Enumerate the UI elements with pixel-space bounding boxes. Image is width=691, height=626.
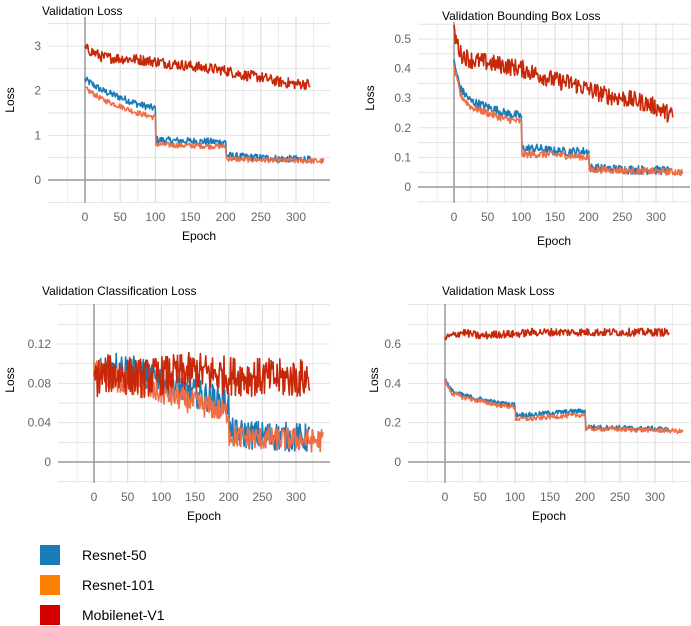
series-line-resnet-101 [444, 379, 684, 435]
x-tick-label: 250 [252, 490, 272, 504]
x-tick-label: 200 [575, 490, 595, 504]
y-tick-label: 0.12 [28, 337, 52, 351]
y-tick-label: 0.2 [394, 121, 411, 135]
x-axis-label: Epoch [537, 234, 571, 248]
x-tick-label: 300 [645, 490, 665, 504]
legend-swatch [40, 575, 60, 595]
x-tick-label: 50 [121, 490, 135, 504]
x-tick-label: 50 [481, 210, 495, 224]
x-tick-label: 250 [612, 210, 632, 224]
x-tick-label: 150 [185, 490, 205, 504]
series-line-resnet-101 [453, 65, 684, 177]
y-tick-label: 0 [394, 455, 401, 469]
x-tick-label: 100 [511, 210, 531, 224]
x-tick-label: 300 [286, 490, 306, 504]
series-line-mobilenet-v1 [93, 351, 311, 399]
x-tick-label: 50 [473, 490, 487, 504]
legend-label: Mobilenet-V1 [82, 607, 165, 623]
y-tick-label: 0.6 [384, 337, 401, 351]
chart-title: Validation Loss [42, 4, 123, 18]
y-axis-label: Loss [3, 87, 17, 112]
chart-3: Validation Classification Loss 0 50 100 150 2… [3, 284, 330, 523]
y-tick-label: 2 [34, 84, 41, 98]
y-tick-label: 1 [34, 128, 41, 142]
x-tick-label: 250 [610, 490, 630, 504]
x-tick-label: 100 [505, 490, 525, 504]
legend-swatch [40, 605, 60, 625]
x-tick-label: 300 [646, 210, 666, 224]
y-tick-label: 0.4 [384, 376, 401, 390]
series-line-mobilenet-v1 [453, 24, 674, 123]
x-tick-label: 150 [545, 210, 565, 224]
y-tick-label: 0 [34, 173, 41, 187]
x-tick-label: 150 [180, 210, 200, 224]
chart-1: Validation Loss 0 50 100 150 200 250 300 0 1 2 3 Epo… [3, 4, 330, 243]
y-tick-label: 0 [404, 180, 411, 194]
y-tick-label: 0 [44, 455, 51, 469]
y-axis-label: Loss [3, 367, 17, 392]
x-tick-label: 150 [540, 490, 560, 504]
y-tick-label: 0.1 [394, 150, 411, 164]
chart-title: Validation Classification Loss [42, 284, 197, 298]
x-tick-label: 200 [216, 210, 236, 224]
series-line-mobilenet-v1 [444, 327, 670, 341]
y-axis-label: Loss [363, 85, 377, 110]
y-tick-label: 0.04 [28, 416, 52, 430]
x-tick-label: 250 [251, 210, 271, 224]
legend-label: Resnet-50 [82, 547, 147, 563]
x-axis-label: Epoch [187, 509, 221, 523]
x-tick-label: 300 [286, 210, 306, 224]
x-tick-label: 0 [442, 490, 449, 504]
x-tick-label: 0 [91, 490, 98, 504]
series-line-resnet-101 [84, 86, 325, 164]
x-axis-label: Epoch [182, 229, 216, 243]
chart-title: Validation Mask Loss [442, 284, 555, 298]
legend: Resnet-50 Resnet-101 Mobilenet-V1 [40, 545, 165, 625]
series-line-resnet-50 [444, 378, 670, 433]
y-tick-label: 0.4 [394, 62, 411, 76]
gridlines [48, 17, 330, 203]
x-tick-label: 200 [219, 490, 239, 504]
y-tick-label: 0.5 [394, 32, 411, 46]
legend-swatch [40, 545, 60, 565]
chart-title: Validation Bounding Box Loss [442, 9, 601, 23]
chart-2: Validation Bounding Box Loss 0 50 100 150 200… [363, 9, 690, 248]
y-tick-label: 0.08 [28, 376, 52, 390]
y-axis-label: Loss [367, 367, 381, 392]
series-line-mobilenet-v1 [84, 43, 311, 90]
y-tick-label: 0.2 [384, 416, 401, 430]
x-tick-label: 0 [451, 210, 458, 224]
y-tick-label: 3 [34, 39, 41, 53]
x-tick-label: 50 [113, 210, 127, 224]
series-line-resnet-50 [84, 76, 311, 164]
x-axis-label: Epoch [532, 509, 566, 523]
x-tick-label: 200 [579, 210, 599, 224]
x-tick-label: 0 [82, 210, 89, 224]
y-tick-label: 0.3 [394, 91, 411, 105]
legend-label: Resnet-101 [82, 577, 155, 593]
chart-4: Validation Mask Loss 0 50 100 150 200 250 300 0 0… [367, 284, 690, 523]
x-tick-label: 100 [145, 210, 165, 224]
x-tick-label: 100 [151, 490, 171, 504]
